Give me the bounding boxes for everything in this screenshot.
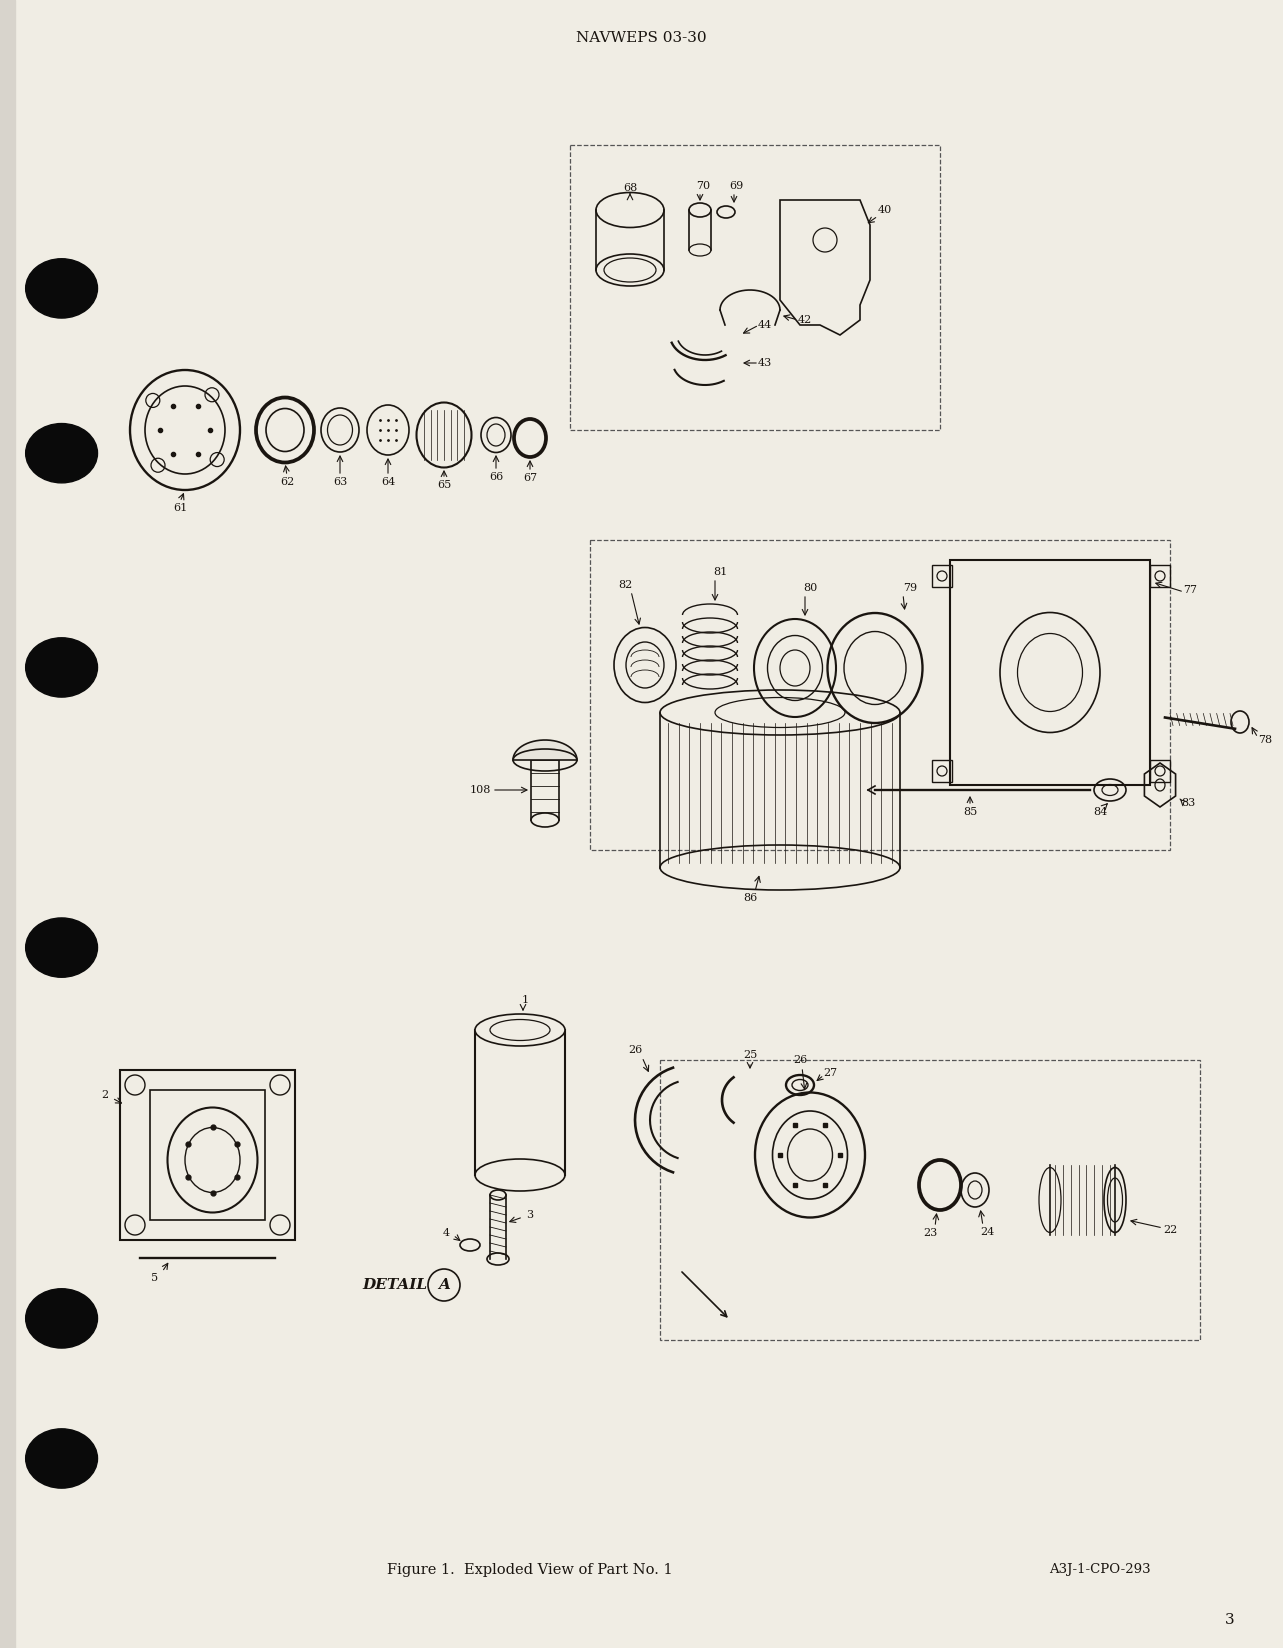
Text: 77: 77	[1183, 585, 1197, 595]
Text: 66: 66	[489, 471, 503, 481]
Polygon shape	[513, 740, 577, 760]
Ellipse shape	[26, 259, 98, 318]
Text: 5: 5	[151, 1272, 159, 1284]
Text: 70: 70	[695, 181, 709, 191]
Bar	[949, 560, 1150, 784]
Text: 79: 79	[903, 583, 917, 593]
Text: 43: 43	[758, 358, 772, 368]
Text: 69: 69	[729, 181, 743, 191]
Text: Figure 1.  Exploded View of Part No. 1: Figure 1. Exploded View of Part No. 1	[387, 1562, 672, 1577]
Text: 24: 24	[980, 1228, 994, 1238]
Text: 81: 81	[713, 567, 727, 577]
Text: 2: 2	[101, 1089, 109, 1099]
Text: 63: 63	[332, 476, 348, 488]
Text: 4: 4	[443, 1228, 449, 1238]
Text: DETAIL: DETAIL	[362, 1277, 427, 1292]
Text: 61: 61	[173, 503, 187, 513]
Text: 84: 84	[1093, 808, 1107, 817]
Text: A3J-1-CPO-293: A3J-1-CPO-293	[1049, 1564, 1151, 1577]
Ellipse shape	[26, 1289, 98, 1348]
Text: 22: 22	[1162, 1224, 1177, 1234]
Text: A: A	[438, 1277, 450, 1292]
Text: 3: 3	[526, 1210, 534, 1220]
Bar	[150, 1089, 266, 1220]
Text: 27: 27	[822, 1068, 837, 1078]
Text: 42: 42	[798, 315, 812, 325]
Text: 26: 26	[627, 1045, 642, 1055]
Text: 82: 82	[618, 580, 633, 590]
Text: 62: 62	[280, 476, 294, 488]
Text: 40: 40	[878, 204, 892, 214]
Bar	[570, 145, 940, 430]
Bar	[590, 541, 1170, 850]
Ellipse shape	[26, 918, 98, 977]
Bar	[0, 0, 15, 1648]
Text: 25: 25	[743, 1050, 757, 1060]
Bar	[931, 565, 952, 587]
Text: 67: 67	[523, 473, 538, 483]
Text: 26: 26	[793, 1055, 807, 1065]
Text: 64: 64	[381, 476, 395, 488]
Text: 3: 3	[1225, 1613, 1234, 1627]
Text: 44: 44	[758, 320, 772, 330]
Text: 85: 85	[962, 808, 978, 817]
Bar	[659, 1060, 1200, 1340]
Bar	[121, 1070, 295, 1239]
Ellipse shape	[475, 1014, 565, 1046]
Text: 68: 68	[622, 183, 638, 193]
Text: 83: 83	[1180, 798, 1196, 808]
Text: 78: 78	[1257, 735, 1271, 745]
Ellipse shape	[26, 424, 98, 483]
Text: 23: 23	[922, 1228, 937, 1238]
Text: 65: 65	[438, 480, 452, 489]
Bar	[1150, 565, 1170, 587]
Bar	[1150, 760, 1170, 783]
Text: 86: 86	[743, 893, 757, 903]
Text: 80: 80	[803, 583, 817, 593]
Text: 1: 1	[521, 995, 529, 1005]
Text: 108: 108	[470, 784, 490, 794]
Text: NAVWEPS 03-30: NAVWEPS 03-30	[576, 31, 707, 44]
Ellipse shape	[26, 1429, 98, 1488]
Ellipse shape	[26, 638, 98, 697]
Bar	[931, 760, 952, 783]
